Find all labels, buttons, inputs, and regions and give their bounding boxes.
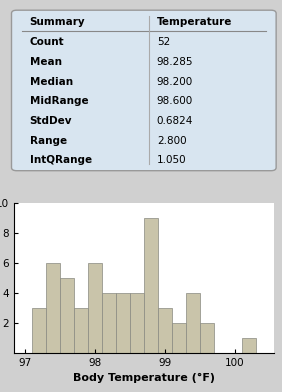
Text: 0.6824: 0.6824 <box>157 116 193 126</box>
Bar <box>130 293 144 353</box>
Bar <box>102 293 116 353</box>
FancyBboxPatch shape <box>12 10 276 171</box>
Bar <box>32 308 46 353</box>
X-axis label: Body Temperature (°F): Body Temperature (°F) <box>73 373 215 383</box>
Bar <box>116 293 130 353</box>
Text: MidRange: MidRange <box>30 96 88 106</box>
Text: Summary: Summary <box>30 16 85 27</box>
Text: IntQRange: IntQRange <box>30 155 92 165</box>
Bar <box>242 338 256 353</box>
Text: Range: Range <box>30 136 67 145</box>
Bar <box>46 263 60 353</box>
Text: 98.600: 98.600 <box>157 96 193 106</box>
Text: Count: Count <box>30 37 64 47</box>
Text: 1.050: 1.050 <box>157 155 186 165</box>
Bar <box>158 308 172 353</box>
Text: 98.285: 98.285 <box>157 57 193 67</box>
Bar <box>88 263 102 353</box>
Text: 98.200: 98.200 <box>157 76 193 87</box>
Bar <box>60 278 74 353</box>
Text: 52: 52 <box>157 37 170 47</box>
Text: 2.800: 2.800 <box>157 136 186 145</box>
Text: Mean: Mean <box>30 57 62 67</box>
Bar <box>186 293 200 353</box>
Bar <box>172 323 186 353</box>
Text: StdDev: StdDev <box>30 116 72 126</box>
Bar <box>74 308 88 353</box>
Text: Temperature: Temperature <box>157 16 232 27</box>
Bar <box>200 323 214 353</box>
Text: Median: Median <box>30 76 73 87</box>
Bar <box>144 218 158 353</box>
